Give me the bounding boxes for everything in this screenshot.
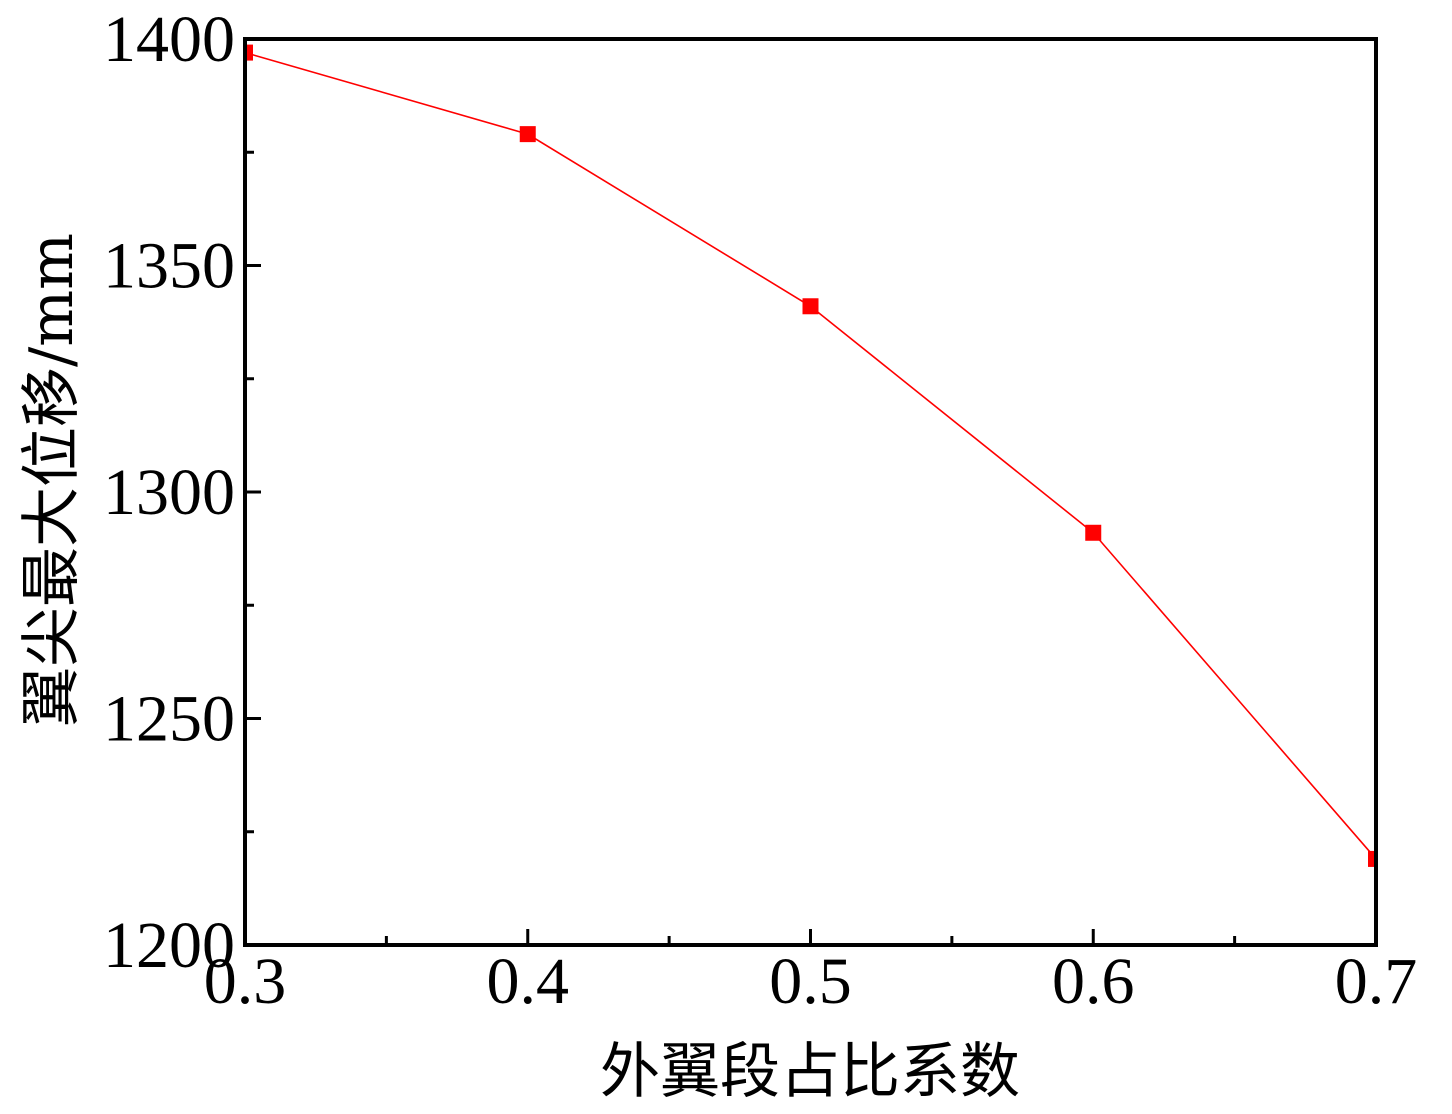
data-point-marker [247,44,253,61]
x-tick-label: 0.7 [1335,945,1418,1018]
axis-ticks [243,37,1378,947]
x-axis-title: 外翼段占比系数 [600,1037,1020,1107]
data-point-marker [1368,850,1374,867]
x-tick-label: 0.3 [204,945,287,1018]
series-line [244,51,1377,860]
data-point-marker [1085,524,1102,541]
y-tick-label: 1200 [103,909,235,982]
plot-frame [243,37,1378,947]
y-tick-label: 1250 [103,683,235,756]
x-tick-label: 0.5 [769,945,852,1018]
x-tick-label: 0.4 [487,945,570,1018]
y-tick-label: 1300 [103,456,235,529]
y-axis-title: 翼尖最大位移/mm [17,233,87,727]
tick-labels: 0.3 0.4 0.5 0.6 0.7 1200 1250 1300 1350 1400 [103,3,1417,1018]
data-point-marker [519,126,536,143]
data-point-marker [802,298,819,315]
y-tick-label: 1400 [103,3,235,76]
series-layer [244,44,1377,867]
x-tick-label: 0.6 [1052,945,1135,1018]
y-tick-label: 1350 [103,230,235,303]
